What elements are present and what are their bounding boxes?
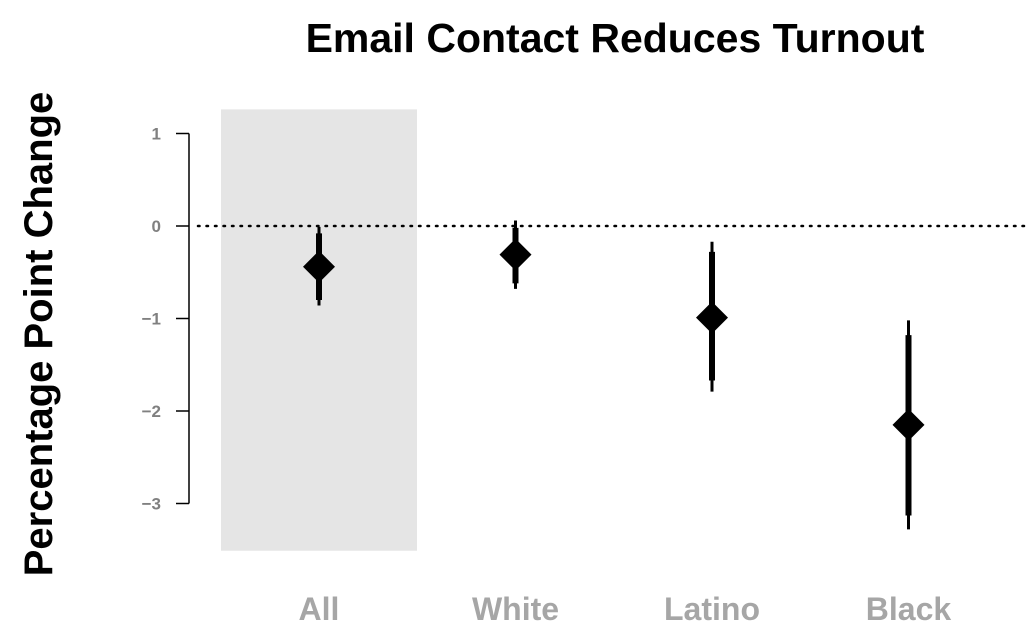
estimate-all	[303, 226, 335, 306]
x-label-all: All	[299, 591, 340, 627]
estimate-white	[499, 220, 532, 289]
x-label-white: White	[472, 591, 559, 627]
y-axis: 1 0 −1 −2 −3	[142, 125, 190, 514]
estimate-black	[892, 320, 925, 530]
highlight-band-all	[221, 109, 417, 551]
point-estimate	[499, 238, 532, 271]
y-tick-label: −1	[142, 310, 161, 329]
point-estimate	[303, 250, 335, 283]
point-estimate	[892, 408, 925, 441]
chart-title: Email Contact Reduces Turnout	[306, 15, 925, 61]
estimates	[303, 220, 925, 530]
y-tick-label: 1	[152, 125, 161, 144]
y-tick-label: −3	[142, 495, 161, 514]
x-label-latino: Latino	[664, 591, 760, 627]
y-tick-label: −2	[142, 402, 161, 421]
y-axis-label: Percentage Point Change	[17, 92, 61, 577]
y-tick-label: 0	[152, 217, 161, 236]
point-estimate	[696, 301, 728, 334]
estimate-latino	[696, 241, 728, 392]
x-axis-labels: All White Latino Black	[299, 591, 952, 627]
x-label-black: Black	[866, 591, 952, 627]
